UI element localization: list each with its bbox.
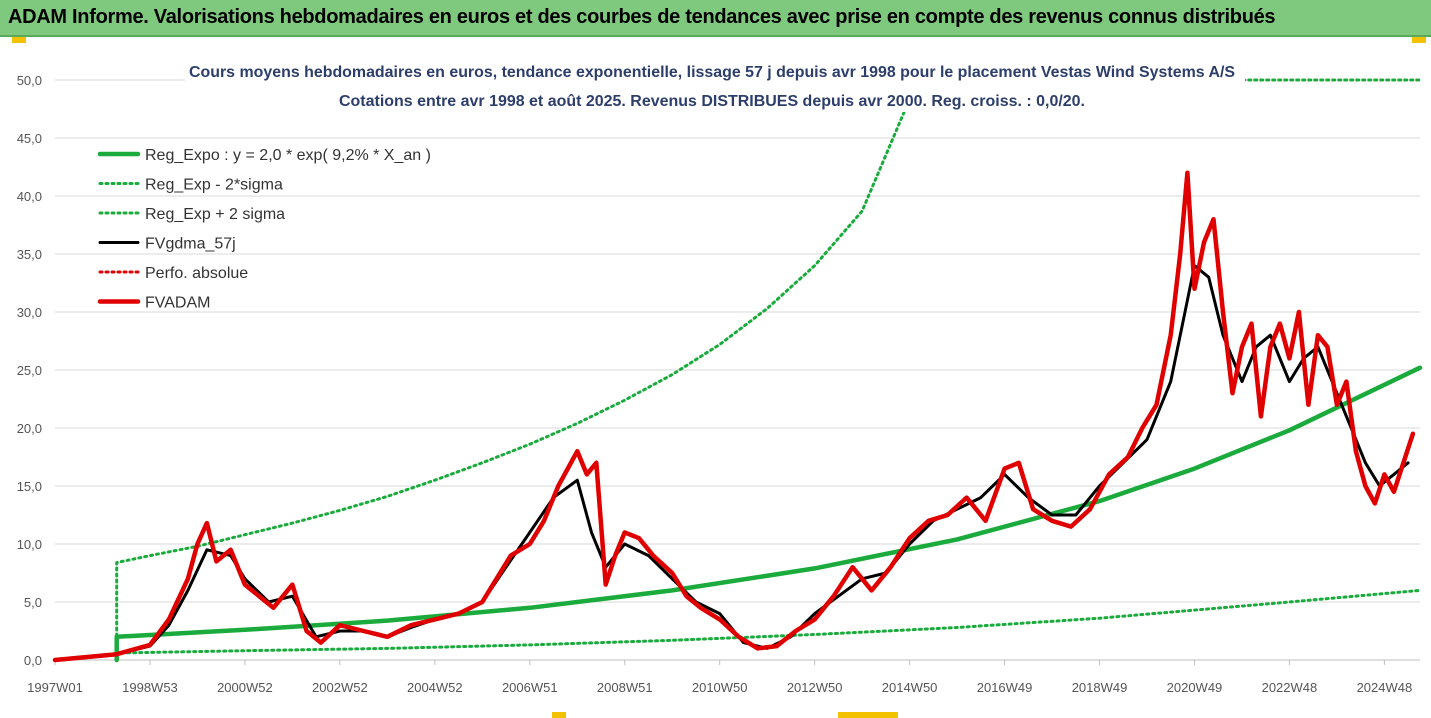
x-tick-label: 2018W49 bbox=[1072, 680, 1128, 695]
chart-title: Cours moyens hebdomadaires en euros, ten… bbox=[189, 64, 1235, 81]
legend: Reg_Expo : y = 2,0 * exp( 9,2% * X_an ) R… bbox=[97, 147, 431, 312]
corner-marker-bottom-left bbox=[552, 712, 566, 718]
x-tick-label: 2006W51 bbox=[502, 680, 558, 695]
legend-label: Reg_Expo : y = 2,0 * exp( 9,2% * X_an ) bbox=[145, 147, 431, 164]
y-tick-label: 15,0 bbox=[17, 479, 42, 494]
gridlines bbox=[55, 79, 1420, 661]
x-tick-label: 2008W51 bbox=[597, 680, 653, 695]
corner-marker-left bbox=[12, 37, 26, 43]
series-1-line bbox=[115, 588, 1422, 662]
x-tick-label: 1998W53 bbox=[122, 680, 178, 695]
x-tick-label: 2004W52 bbox=[407, 680, 463, 695]
corner-marker-right bbox=[1412, 37, 1426, 43]
axes: 0,0 5,0 10,0 15,0 20,0 25,0 30,0 35,0 40,0 45,0 50… bbox=[17, 73, 1420, 695]
legend-label: FVgdma_57j bbox=[145, 236, 236, 253]
x-tick-label: 2014W50 bbox=[882, 680, 938, 695]
x-tick-label: 2022W48 bbox=[1262, 680, 1318, 695]
legend-label: FVADAM bbox=[145, 295, 210, 312]
corner-marker-bottom-right bbox=[838, 712, 898, 718]
legend-label: Reg_Exp + 2 sigma bbox=[145, 206, 285, 223]
y-tick-label: 0,0 bbox=[24, 653, 42, 668]
y-tick-label: 35,0 bbox=[17, 247, 42, 262]
legend-label: Perfo. absolue bbox=[145, 265, 248, 282]
x-tick-label: 2016W49 bbox=[977, 680, 1033, 695]
series-0-line bbox=[114, 365, 1423, 663]
y-tick-label: 10,0 bbox=[17, 537, 42, 552]
x-tick-label: 2002W52 bbox=[312, 680, 368, 695]
x-tick-label: 2024W48 bbox=[1357, 680, 1413, 695]
legend-label: Reg_Exp - 2*sigma bbox=[145, 177, 283, 194]
y-tick-label: 25,0 bbox=[17, 363, 42, 378]
x-tick-label: 2010W50 bbox=[692, 680, 748, 695]
y-tick-label: 5,0 bbox=[24, 595, 42, 610]
header-banner: ADAM Informe. Valorisations hebdomadaire… bbox=[0, 0, 1431, 37]
x-tick-label: 2020W49 bbox=[1167, 680, 1223, 695]
title-background bbox=[185, 56, 1245, 112]
series-5-line bbox=[52, 170, 1416, 663]
y-tick-label: 30,0 bbox=[17, 305, 42, 320]
y-tick-label: 40,0 bbox=[17, 189, 42, 204]
y-tick-label: 50,0 bbox=[17, 73, 42, 88]
x-tick-label: 2012W50 bbox=[787, 680, 843, 695]
x-tick-label: 2000W52 bbox=[217, 680, 273, 695]
x-tick-label: 1997W01 bbox=[27, 680, 83, 695]
page-title: ADAM Informe. Valorisations hebdomadaire… bbox=[8, 6, 1276, 28]
y-tick-label: 45,0 bbox=[17, 131, 42, 146]
chart-subtitle: Cotations entre avr 1998 et août 2025. R… bbox=[339, 93, 1085, 110]
y-tick-label: 20,0 bbox=[17, 421, 42, 436]
series-lines bbox=[52, 78, 1423, 663]
